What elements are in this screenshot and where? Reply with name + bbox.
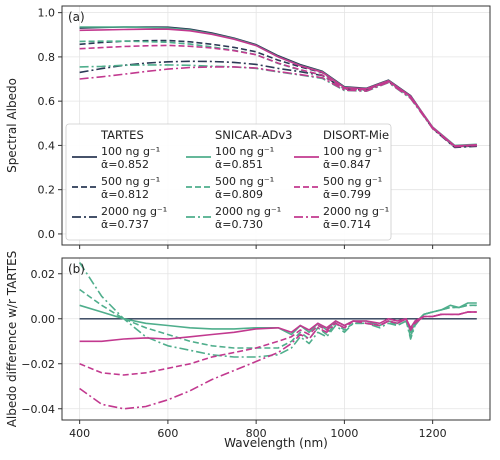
legend-label: 2000 ng g⁻¹ — [215, 205, 281, 218]
y-tick-label: 0.2 — [38, 184, 56, 197]
x-tick-label: 1000 — [330, 427, 358, 440]
y-axis-label: Albedo difference w/r TARTES — [5, 251, 19, 428]
legend-albedo: ᾱ=0.812 — [101, 188, 149, 201]
y-tick-label: 0.00 — [31, 313, 56, 326]
legend-box — [65, 123, 392, 241]
series-line-disort-mie-4 — [79, 311, 477, 343]
y-tick-label: −0.04 — [21, 403, 55, 416]
legend-albedo: ᾱ=0.851 — [215, 158, 263, 171]
legend-albedo: ᾱ=0.847 — [323, 158, 371, 171]
plot-frame — [61, 257, 491, 421]
legend-label: 100 ng g⁻¹ — [323, 145, 382, 158]
legend-title: DISORT-Mie — [323, 128, 389, 142]
panel-label: (b) — [68, 262, 85, 276]
legend-label: 100 ng g⁻¹ — [101, 145, 160, 158]
series-group — [78, 262, 477, 410]
y-tick-label: 0.8 — [38, 51, 56, 64]
y-tick-label: −0.02 — [21, 358, 55, 371]
series-line-disort-mie-6 — [79, 311, 477, 410]
x-tick-label: 400 — [69, 427, 90, 440]
legend-label: 500 ng g⁻¹ — [323, 175, 382, 188]
legend-albedo: ᾱ=0.799 — [323, 188, 371, 201]
x-tick-label: 600 — [157, 427, 178, 440]
series-line-disort-mie-8 — [79, 66, 477, 148]
series-line-disort-mie-5 — [79, 311, 477, 376]
y-tick-label: 0.0 — [38, 228, 56, 241]
legend-albedo: ᾱ=0.737 — [101, 218, 149, 231]
legend-label: 2000 ng g⁻¹ — [323, 205, 389, 218]
plot-frame — [61, 5, 491, 246]
legend-label: 2000 ng g⁻¹ — [101, 205, 167, 218]
x-tick-label: 800 — [246, 427, 267, 440]
series-line-disort-mie-7 — [79, 44, 477, 148]
y-tick-label: 1.0 — [38, 7, 56, 20]
legend-albedo: ᾱ=0.714 — [323, 218, 371, 231]
y-tick-label: 0.02 — [31, 268, 56, 281]
panel-label: (a) — [68, 10, 85, 24]
legend-title: TARTES — [100, 128, 144, 142]
legend-label: 500 ng g⁻¹ — [215, 175, 274, 188]
y-axis-label: Spectral Albedo — [5, 78, 19, 173]
legend-albedo: ᾱ=0.730 — [215, 218, 263, 231]
legend-albedo: ᾱ=0.852 — [101, 158, 149, 171]
legend-title: SNICAR-ADv3 — [215, 128, 292, 142]
series-line-snicar-adv3-3 — [78, 262, 477, 358]
x-tick-label: 1200 — [419, 427, 447, 440]
y-tick-label: 0.4 — [38, 139, 56, 152]
legend-label: 100 ng g⁻¹ — [215, 145, 274, 158]
series-group — [79, 26, 477, 149]
x-axis-label: Wavelength (nm) — [224, 436, 328, 450]
legend-label: 500 ng g⁻¹ — [101, 175, 160, 188]
legend-albedo: ᾱ=0.809 — [215, 188, 263, 201]
y-tick-label: 0.6 — [38, 95, 56, 108]
